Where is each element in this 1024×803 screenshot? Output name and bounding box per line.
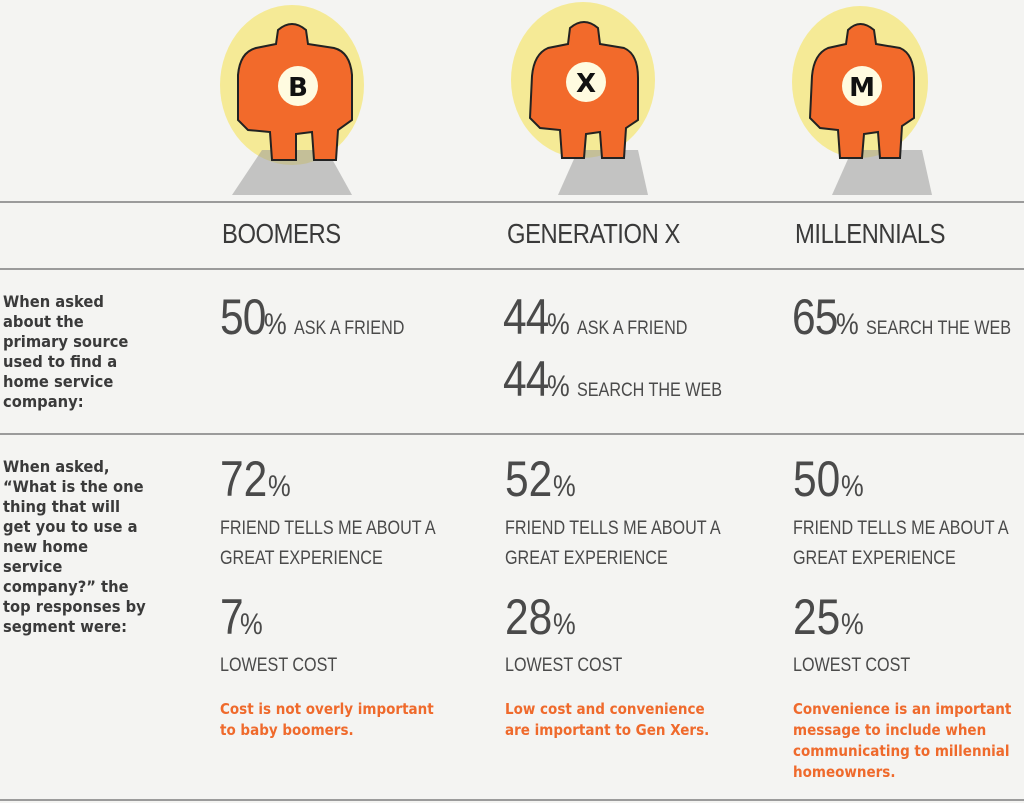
boomers-friend-stat: 72%: [220, 450, 294, 508]
stat-label: SEARCH THE WEB: [577, 380, 723, 401]
divider: [0, 268, 1024, 270]
boomers-source-stat: 50% ASK A FRIEND: [220, 288, 424, 346]
millennial-figure: M: [782, 0, 942, 200]
stat-unit: %: [546, 370, 570, 403]
divider: [0, 799, 1024, 801]
boomers-friend-line1: FRIEND TELLS ME ABOUT A: [220, 518, 436, 539]
stat-label: ASK A FRIEND: [577, 318, 688, 339]
figure-letter: B: [288, 73, 308, 103]
boomers-note-line2: to baby boomers.: [220, 721, 354, 739]
stat-unit: %: [263, 308, 287, 341]
stat-unit: %: [840, 608, 864, 641]
millennials-note-line2: message to include when: [793, 721, 987, 739]
genx-friend-line2: GREAT EXPERIENCE: [505, 548, 668, 569]
divider: [0, 433, 1024, 435]
stat-value: 44: [503, 289, 549, 345]
millennials-source-stat: 65% SEARCH THE WEB: [792, 288, 1024, 346]
genx-figure: X: [498, 0, 658, 200]
figure-letter: X: [576, 69, 596, 99]
column-title-boomers: BOOMERS: [222, 218, 341, 249]
genx-friend-line1: FRIEND TELLS ME ABOUT A: [505, 518, 721, 539]
boomers-friend-line2: GREAT EXPERIENCE: [220, 548, 383, 569]
boomers-cost-label: LOWEST COST: [220, 655, 338, 676]
genx-note-line2: are important to Gen Xers.: [505, 721, 710, 739]
figure-letter: M: [849, 73, 875, 103]
millennials-friend-stat: 50%: [793, 450, 867, 508]
stat-value: 25: [793, 589, 841, 645]
column-title-genx: GENERATION X: [507, 218, 680, 249]
genx-note-line1: Low cost and convenience: [505, 700, 705, 718]
stat-unit: %: [552, 608, 576, 641]
millennials-cost-label: LOWEST COST: [793, 655, 911, 676]
stat-unit: %: [267, 470, 291, 503]
millennials-note-line3: communicating to millennial: [793, 742, 1010, 760]
boomers-cost-stat: 7%: [220, 588, 267, 646]
millennials-note-line4: homeowners.: [793, 763, 896, 781]
millennials-friend-line1: FRIEND TELLS ME ABOUT A: [793, 518, 1009, 539]
stat-value: 52: [505, 451, 553, 507]
stat-label: SEARCH THE WEB: [866, 318, 1012, 339]
stat-value: 65: [792, 289, 838, 345]
question-one-thing: When asked, “What is the one thing that …: [3, 457, 146, 636]
genx-source-stat-2: 44% SEARCH THE WEB: [503, 350, 748, 408]
stat-value: 44: [503, 351, 549, 407]
stat-unit: %: [552, 470, 576, 503]
genx-source-stat-1: 44% ASK A FRIEND: [503, 288, 707, 346]
stat-value: 72: [220, 451, 268, 507]
stat-value: 50: [793, 451, 841, 507]
stat-value: 50: [220, 289, 266, 345]
stat-unit: %: [840, 470, 864, 503]
stat-label: ASK A FRIEND: [294, 318, 405, 339]
stat-unit: %: [239, 608, 263, 641]
stat-unit: %: [546, 308, 570, 341]
question-source: When asked about the primary source used…: [3, 292, 129, 411]
stat-value: 28: [505, 589, 553, 645]
millennials-cost-stat: 25%: [793, 588, 867, 646]
millennials-friend-line2: GREAT EXPERIENCE: [793, 548, 956, 569]
stat-value: 7: [220, 589, 244, 645]
genx-friend-stat: 52%: [505, 450, 579, 508]
millennials-note-line1: Convenience is an important: [793, 700, 1012, 718]
stat-unit: %: [835, 308, 859, 341]
divider: [0, 201, 1024, 203]
boomers-note-line1: Cost is not overly important: [220, 700, 434, 718]
genx-cost-label: LOWEST COST: [505, 655, 623, 676]
boomer-figure: B: [212, 0, 372, 200]
genx-cost-stat: 28%: [505, 588, 579, 646]
column-title-millennials: MILLENNIALS: [795, 218, 946, 249]
